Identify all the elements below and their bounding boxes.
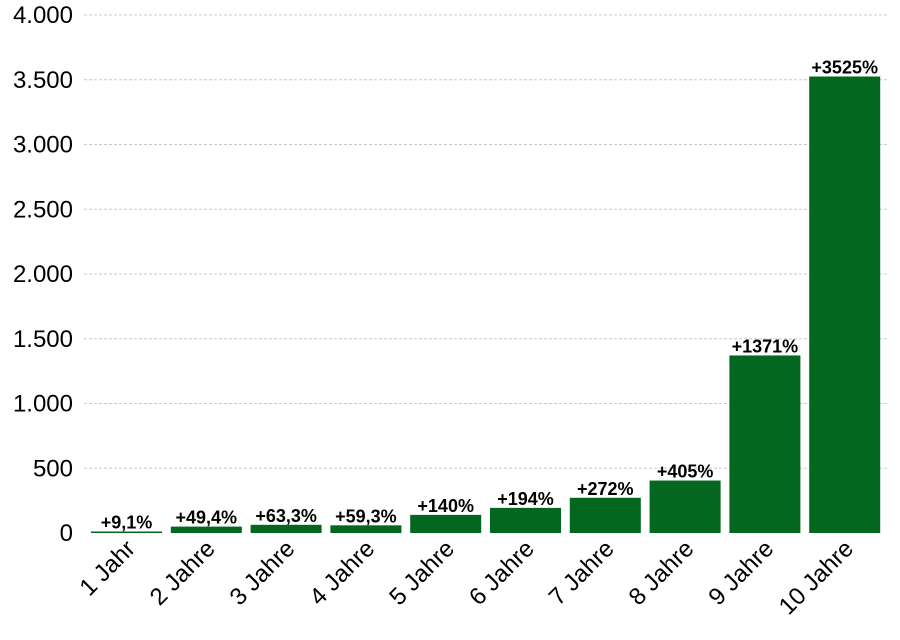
- bar: [649, 480, 721, 533]
- bar: [170, 526, 242, 533]
- data-label: +63,3%: [255, 506, 317, 526]
- y-tick-label: 0: [60, 520, 73, 547]
- y-tick-label: 2.500: [13, 196, 73, 223]
- y-tick-label: 3.000: [13, 132, 73, 159]
- x-axis-tick-labels: 1 Jahr 2 Jahre 3 Jahre 4 Jahre 5 Jahre 6 Jahr…: [74, 535, 858, 620]
- data-label: +49,4%: [176, 508, 238, 528]
- y-tick-label: 1.500: [13, 326, 73, 353]
- x-tick-label: 5 Jahre: [384, 535, 460, 611]
- x-tick-label: 7 Jahre: [544, 535, 620, 611]
- data-label: +9,1%: [101, 513, 153, 533]
- bar: [410, 514, 482, 533]
- data-label: +272%: [577, 479, 634, 499]
- bar: [490, 507, 561, 533]
- data-label: +3525%: [811, 58, 878, 78]
- y-tick-label: 4.000: [13, 2, 73, 29]
- x-tick-label: 10 Jahre: [774, 535, 859, 620]
- bar: [569, 497, 641, 533]
- x-tick-label: 4 Jahre: [304, 535, 380, 611]
- data-label: +1371%: [732, 336, 799, 356]
- x-tick-label: 3 Jahre: [225, 535, 301, 611]
- x-tick-label: 6 Jahre: [464, 535, 540, 611]
- data-labels: +9,1% +49,4% +63,3% +59,3% +140% +194% +272% +4…: [101, 58, 878, 533]
- y-tick-label: 500: [33, 455, 73, 482]
- bars: [91, 76, 881, 533]
- y-tick-label: 1.000: [13, 391, 73, 418]
- data-label: +194%: [497, 489, 554, 509]
- y-axis-tick-labels: 0 500 1.000 1.500 2.000 2.500 3.000 3.500 4.000: [13, 2, 73, 547]
- x-tick-label: 1 Jahr: [74, 535, 140, 601]
- bar: [729, 355, 801, 533]
- bar: [91, 531, 162, 533]
- data-label: +59,3%: [335, 506, 397, 526]
- data-label: +140%: [417, 496, 474, 516]
- y-tick-label: 3.500: [13, 67, 73, 94]
- y-tick-label: 2.000: [13, 261, 73, 288]
- x-tick-label: 2 Jahre: [145, 535, 221, 611]
- bar: [250, 524, 322, 533]
- bar: [330, 525, 402, 533]
- x-tick-label: 8 Jahre: [624, 535, 700, 611]
- data-label: +405%: [657, 462, 714, 482]
- bar: [809, 76, 881, 533]
- x-tick-label: 9 Jahre: [703, 535, 779, 611]
